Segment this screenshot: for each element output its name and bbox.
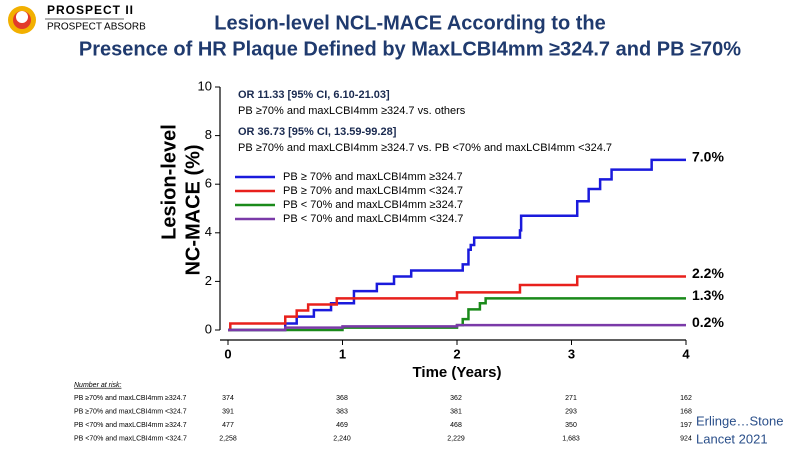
end-label: 0.2% xyxy=(692,314,724,330)
risk-count: 374 xyxy=(222,395,234,402)
risk-count: 168 xyxy=(680,408,692,415)
risk-count: 924 xyxy=(680,435,692,442)
risk-row-label: PB ≥70% and maxLCBI4mm ≥324.7 xyxy=(74,395,186,402)
risk-count: 381 xyxy=(450,408,462,415)
risk-count: 271 xyxy=(565,395,577,402)
risk-table-title: Number at risk: xyxy=(74,382,122,389)
km-curve xyxy=(228,275,686,332)
legend-label: PB ≥ 70% and maxLCBI4mm <324.7 xyxy=(283,185,463,197)
y-tick-label: 0 xyxy=(205,321,212,336)
risk-count: 469 xyxy=(336,422,348,429)
risk-count: 477 xyxy=(222,422,234,429)
risk-row-label: PB <70% and maxLCBI4mm ≥324.7 xyxy=(74,422,187,429)
x-tick-label: 0 xyxy=(224,346,231,361)
chart-title: Lesion-level NCL-MACE According to the xyxy=(214,12,606,34)
citation: Erlinge…Stone xyxy=(696,413,783,428)
chart-title: Presence of HR Plaque Defined by MaxLCBI… xyxy=(79,38,741,60)
km-curve xyxy=(228,323,686,332)
risk-count: 293 xyxy=(565,408,577,415)
x-tick-label: 2 xyxy=(453,346,460,361)
y-tick-label: 10 xyxy=(198,78,212,93)
y-axis-label: Lesion-level xyxy=(158,124,180,240)
x-tick-label: 1 xyxy=(339,346,346,361)
legend-label: PB < 70% and maxLCBI4mm ≥324.7 xyxy=(283,199,463,211)
risk-count: 368 xyxy=(336,395,348,402)
annotation: OR 11.33 [95% CI, 6.10-21.03] xyxy=(238,89,390,101)
y-tick-label: 4 xyxy=(205,224,212,239)
risk-count: 350 xyxy=(565,422,577,429)
risk-count: 2,258 xyxy=(219,435,237,442)
x-tick-label: 3 xyxy=(568,346,575,361)
risk-count: 1,683 xyxy=(562,435,580,442)
citation: Lancet 2021 xyxy=(696,431,768,446)
legend-label: PB ≥ 70% and maxLCBI4mm ≥324.7 xyxy=(283,171,463,183)
risk-count: 391 xyxy=(222,408,234,415)
logo-title: PROSPECT II xyxy=(47,3,134,17)
risk-row-label: PB <70% and maxLCBI4mm <324.7 xyxy=(74,435,187,442)
risk-row-label: PB ≥70% and maxLCBI4mm <324.7 xyxy=(74,408,187,415)
legend-label: PB < 70% and maxLCBI4mm <324.7 xyxy=(283,213,463,225)
end-label: 7.0% xyxy=(692,149,724,165)
x-axis-label: Time (Years) xyxy=(413,364,502,381)
risk-count: 468 xyxy=(450,422,462,429)
risk-count: 197 xyxy=(680,422,692,429)
y-tick-label: 6 xyxy=(205,176,212,191)
risk-count: 362 xyxy=(450,395,462,402)
end-label: 2.2% xyxy=(692,265,724,281)
risk-count: 2,240 xyxy=(333,435,351,442)
annotation: PB ≥70% and maxLCBI4mm ≥324.7 vs. others xyxy=(238,105,466,117)
logo-center xyxy=(16,11,28,23)
y-tick-label: 8 xyxy=(205,127,212,142)
annotation: OR 36.73 [95% CI, 13.59-99.28] xyxy=(238,126,397,138)
risk-count: 162 xyxy=(680,395,692,402)
y-tick-label: 2 xyxy=(205,273,212,288)
logo-subtitle: PROSPECT ABSORB xyxy=(47,22,146,33)
x-tick-label: 4 xyxy=(682,346,690,361)
annotation: PB ≥70% and maxLCBI4mm ≥324.7 vs. PB <70… xyxy=(238,142,612,154)
risk-count: 2,229 xyxy=(447,435,465,442)
km-curve xyxy=(228,158,686,332)
risk-count: 383 xyxy=(336,408,348,415)
y-axis-label: NC-MACE (%) xyxy=(182,144,204,275)
end-label: 1.3% xyxy=(692,287,724,303)
